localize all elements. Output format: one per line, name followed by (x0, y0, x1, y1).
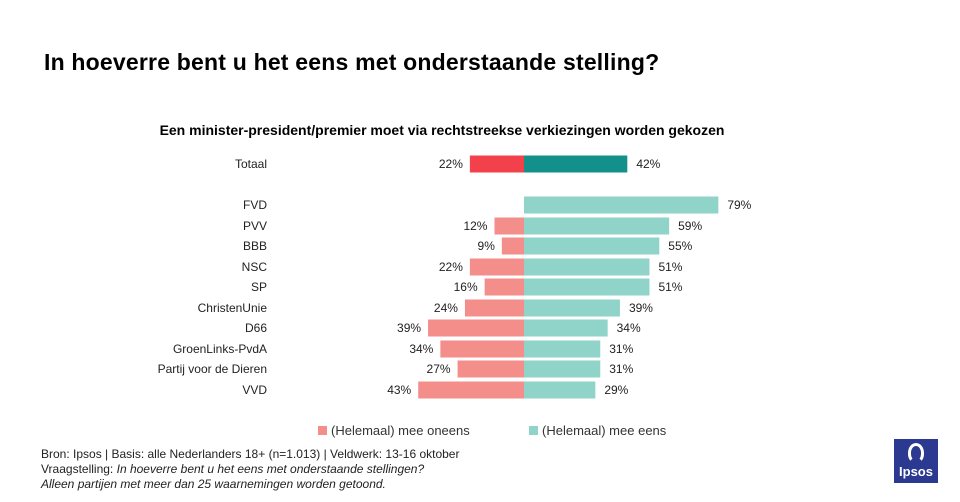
bar-disagree-vvd (418, 381, 524, 399)
legend-label-agree: (Helemaal) mee eens (542, 423, 667, 438)
category-label-groenlinks-pvda: GroenLinks-PvdA (173, 342, 267, 356)
category-label-sp: SP (251, 280, 267, 294)
value-label-agree-pvv: 59% (678, 219, 702, 233)
value-label-agree-fvd: 79% (727, 198, 751, 212)
footer-note-text: Alleen partijen met meer dan 25 waarnemi… (41, 477, 386, 491)
value-label-agree-totaal: 42% (636, 157, 660, 171)
footer-notes: Bron: Ipsos | Basis: alle Nederlanders 1… (41, 447, 459, 492)
legend-swatch-disagree (318, 426, 327, 435)
value-label-disagree-d66: 39% (397, 321, 421, 335)
category-label-d66: D66 (245, 321, 267, 335)
legend-label-disagree: (Helemaal) mee oneens (331, 423, 470, 438)
legend-swatch-agree (529, 426, 538, 435)
value-label-disagree-bbb: 9% (478, 239, 496, 253)
bar-disagree-pvv (494, 217, 524, 235)
category-label-christenunie: ChristenUnie (198, 301, 268, 315)
bar-agree-christenunie (524, 299, 620, 317)
value-label-disagree-partij-voor-de-dieren: 27% (427, 362, 451, 376)
bar-agree-partij-voor-de-dieren (524, 360, 601, 378)
category-label-totaal: Totaal (235, 157, 267, 171)
footer-note: Alleen partijen met meer dan 25 waarnemi… (41, 477, 459, 492)
bar-agree-groenlinks-pvda (524, 340, 601, 358)
value-label-disagree-christenunie: 24% (434, 301, 458, 315)
category-label-vvd: VVD (242, 383, 267, 397)
value-label-agree-bbb: 55% (668, 239, 692, 253)
bar-agree-d66 (524, 319, 608, 337)
bar-agree-pvv (524, 217, 670, 235)
bar-agree-nsc (524, 258, 650, 276)
bar-disagree-christenunie (464, 299, 524, 317)
value-label-agree-partij-voor-de-dieren: 31% (609, 362, 633, 376)
bar-agree-vvd (524, 381, 596, 399)
chart-title: Een minister-president/premier moet via … (159, 122, 725, 138)
bar-agree-bbb (524, 237, 660, 255)
value-label-disagree-vvd: 43% (387, 383, 411, 397)
value-label-disagree-nsc: 22% (439, 260, 463, 274)
ipsos-logo: Ipsos (894, 439, 938, 483)
value-label-disagree-pvv: 12% (463, 219, 487, 233)
bar-disagree-sp (484, 278, 524, 296)
value-label-disagree-groenlinks-pvda: 34% (409, 342, 433, 356)
bar-disagree-partij-voor-de-dieren (457, 360, 524, 378)
bar-disagree-totaal (469, 155, 524, 173)
category-label-nsc: NSC (242, 260, 268, 274)
value-label-agree-vvd: 29% (604, 383, 628, 397)
category-label-pvv: PVV (243, 219, 267, 233)
ipsos-logo-mark-icon (908, 443, 924, 463)
bar-disagree-groenlinks-pvda (440, 340, 524, 358)
category-label-bbb: BBB (243, 239, 267, 253)
footer-question-prefix: Vraagstelling: (41, 462, 117, 476)
legend-item-disagree: (Helemaal) mee oneens (318, 423, 470, 438)
value-label-agree-sp: 51% (658, 280, 682, 294)
ipsos-logo-text: Ipsos (899, 464, 933, 479)
bar-agree-sp (524, 278, 650, 296)
category-label-partij-voor-de-dieren: Partij voor de Dieren (158, 362, 267, 376)
bar-disagree-d66 (428, 319, 524, 337)
value-label-agree-groenlinks-pvda: 31% (609, 342, 633, 356)
footer-source: Bron: Ipsos | Basis: alle Nederlanders 1… (41, 447, 460, 461)
category-label-fvd: FVD (243, 198, 267, 212)
page-title: In hoeverre bent u het eens met ondersta… (44, 49, 660, 75)
value-label-agree-christenunie: 39% (629, 301, 653, 315)
bar-disagree-bbb (501, 237, 524, 255)
value-label-disagree-totaal: 22% (439, 157, 463, 171)
value-label-agree-d66: 34% (617, 321, 641, 335)
value-label-disagree-sp: 16% (454, 280, 478, 294)
value-label-agree-nsc: 51% (658, 260, 682, 274)
legend-item-agree: (Helemaal) mee eens (529, 423, 666, 438)
footer-question-text: In hoeverre bent u het eens met ondersta… (116, 462, 425, 476)
bar-disagree-nsc (469, 258, 524, 276)
bar-agree-fvd (524, 196, 719, 214)
bar-agree-totaal (524, 155, 628, 173)
footer-question: Vraagstelling: In hoeverre bent u het ee… (41, 462, 459, 477)
